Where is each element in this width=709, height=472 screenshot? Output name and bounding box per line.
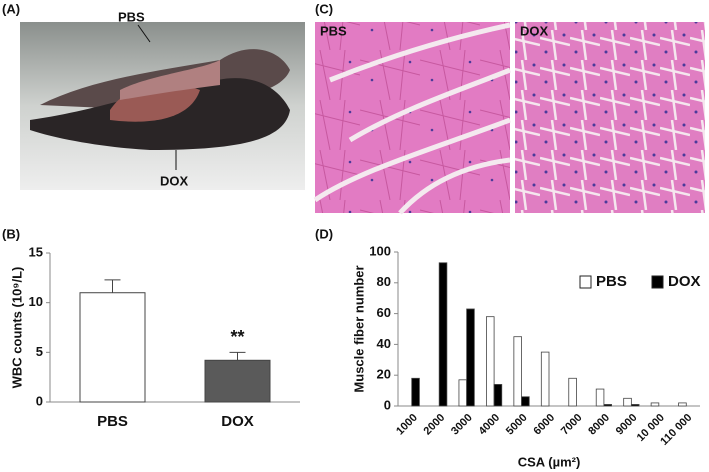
- y-tick-label: 10: [29, 294, 43, 309]
- bar: [438, 262, 448, 407]
- x-tick-label: PBS: [97, 413, 128, 430]
- bar: [411, 377, 420, 407]
- histology-image: [515, 22, 705, 213]
- y-tick-label: 5: [36, 344, 43, 359]
- x-tick-label: 1000: [394, 412, 420, 438]
- y-axis-label: WBC counts (10⁹/L): [9, 267, 24, 389]
- legend-label: PBS: [596, 273, 627, 290]
- x-tick-label: DOX: [221, 413, 254, 430]
- y-tick-label: 100: [369, 243, 391, 258]
- x-tick-label: 8000: [586, 412, 612, 438]
- y-tick-label: 0: [36, 393, 43, 408]
- bar: [678, 402, 687, 407]
- bar: [650, 402, 660, 407]
- x-axis-label: CSA (µm²): [518, 454, 581, 469]
- y-tick-label: 15: [29, 244, 43, 259]
- bar: [493, 384, 503, 407]
- bar: [486, 316, 495, 407]
- tissue-gap: [313, 22, 511, 215]
- x-tick-label: 2000: [422, 412, 448, 438]
- histology-label: PBS: [320, 23, 347, 38]
- y-tick-label: 20: [377, 367, 391, 382]
- bar: [204, 359, 271, 403]
- photo-label: DOX: [160, 173, 189, 188]
- legend-swatch: [579, 275, 592, 289]
- bar: [521, 396, 530, 407]
- legend-label: DOX: [668, 273, 701, 290]
- y-tick-label: 40: [377, 336, 391, 351]
- bar: [458, 379, 468, 407]
- bar: [630, 404, 640, 407]
- bar: [79, 292, 146, 403]
- bar: [623, 397, 632, 407]
- panel-label: (D): [315, 226, 333, 241]
- x-tick-label: 4000: [476, 412, 502, 438]
- mouse-photo: [20, 22, 305, 190]
- y-axis-label: Muscle fiber number: [351, 265, 366, 392]
- y-tick-label: 80: [377, 274, 391, 289]
- x-tick-label: 5000: [504, 412, 530, 438]
- arrow: [137, 24, 151, 43]
- bar: [466, 308, 475, 407]
- photo-label: PBS: [118, 9, 145, 24]
- x-tick-label: 3000: [449, 412, 475, 438]
- panel-label: (C): [315, 1, 333, 16]
- bar: [540, 351, 550, 407]
- x-tick-label: 6000: [531, 412, 557, 438]
- panel-label: (B): [2, 226, 20, 241]
- x-tick-label: 7000: [559, 412, 585, 438]
- legend-swatch: [651, 275, 664, 289]
- histology-label: DOX: [520, 23, 549, 38]
- y-tick-label: 60: [377, 305, 391, 320]
- bar: [603, 404, 612, 407]
- bar: [513, 336, 522, 407]
- error-bar: [229, 351, 246, 361]
- panel-label: (A): [2, 1, 20, 16]
- bar: [595, 388, 605, 407]
- y-tick-label: 0: [384, 397, 391, 412]
- error-bar: [104, 279, 121, 293]
- annotation: **: [230, 327, 244, 347]
- bar: [568, 377, 577, 407]
